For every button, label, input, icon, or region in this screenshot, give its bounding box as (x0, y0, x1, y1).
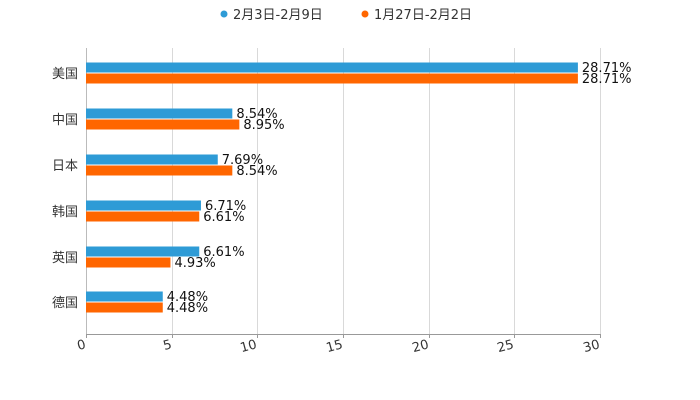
x-tick-label: 15 (325, 337, 345, 356)
x-tick-label: 20 (411, 337, 431, 356)
bar-week-feb3-feb9[interactable] (86, 291, 163, 302)
x-tick-label: 10 (239, 337, 259, 356)
category-label: 美国 (52, 67, 78, 82)
legend-marker-1[interactable] (220, 10, 228, 18)
category-label: 韩国 (52, 205, 78, 220)
bar-week-feb3-feb9[interactable] (86, 154, 218, 165)
bar-week-jan27-feb2[interactable] (86, 211, 200, 222)
data-label: 8.95% (243, 118, 284, 133)
data-label: 6.61% (203, 210, 244, 225)
data-label: 8.54% (236, 164, 277, 179)
legend-marker-2[interactable] (361, 10, 369, 18)
data-label: 8.54% (236, 107, 277, 122)
data-label: 28.71% (582, 72, 632, 87)
x-tick-label: 5 (162, 337, 174, 354)
bar-week-feb3-feb9[interactable] (86, 246, 200, 257)
category-label: 德国 (52, 296, 78, 311)
bar-week-jan27-feb2[interactable] (86, 119, 240, 130)
data-label: 4.48% (167, 290, 208, 305)
bar-week-jan27-feb2[interactable] (86, 73, 578, 84)
bar-week-jan27-feb2[interactable] (86, 165, 233, 176)
category-label: 英国 (52, 251, 78, 266)
x-tick-label: 25 (496, 337, 516, 356)
bar-week-jan27-feb2[interactable] (86, 257, 171, 268)
data-label: 7.69% (222, 153, 263, 168)
bar-week-feb3-feb9[interactable] (86, 108, 233, 119)
data-label: 4.48% (167, 301, 208, 316)
category-label: 中国 (52, 113, 78, 128)
data-label: 4.93% (174, 256, 215, 271)
legend-label-2[interactable]: 1月27日-2月2日 (374, 8, 472, 23)
bar-week-feb3-feb9[interactable] (86, 62, 578, 73)
data-label: 28.71% (582, 61, 632, 76)
legend-label-1[interactable]: 2月3日-2月9日 (233, 8, 323, 23)
data-label: 6.71% (205, 199, 246, 214)
category-label: 日本 (52, 159, 78, 174)
bar-week-feb3-feb9[interactable] (86, 200, 201, 211)
data-label: 6.61% (203, 245, 244, 260)
x-tick-label: 30 (582, 337, 602, 356)
x-tick-label: 0 (76, 337, 88, 354)
bar-week-jan27-feb2[interactable] (86, 302, 163, 313)
